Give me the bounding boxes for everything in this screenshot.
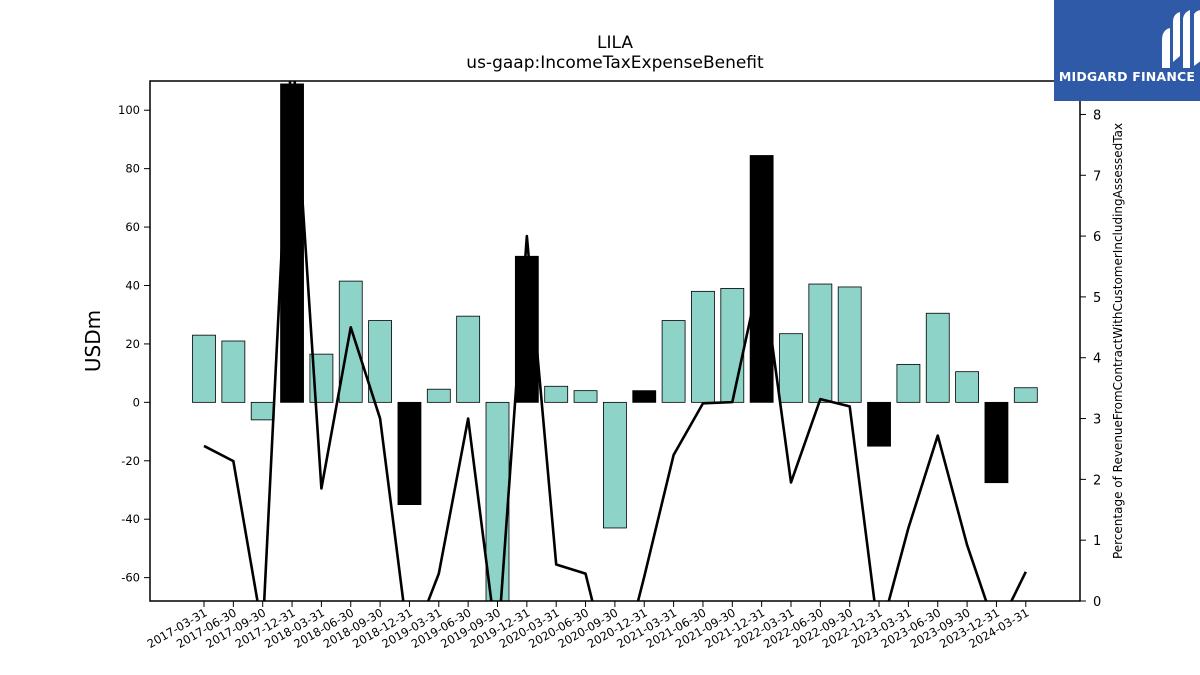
bar [925,312,950,403]
bar [573,390,598,403]
bars-group [192,83,1038,601]
midgard-logo-icon [1162,10,1200,68]
bar [603,401,627,529]
logo-text: MIDGARD FINANCE [1058,69,1196,84]
bar [749,155,774,403]
bar [632,390,657,403]
y-tick-label: 20 [125,337,140,351]
bar [221,340,246,403]
y-tick-label: 80 [125,162,140,176]
bar [397,401,422,505]
chart-subtitle: us-gaap:IncomeTaxExpenseBenefit [466,53,764,73]
bar [661,320,686,403]
y2-tick-label: 5 [1093,291,1101,306]
bar [544,385,569,403]
bar [691,290,715,403]
bar [192,334,216,403]
y2-tick-label: 7 [1093,169,1101,184]
bar [338,280,363,403]
midgard-finance-logo: MIDGARD FINANCE [1054,0,1200,101]
bar [250,401,275,421]
y-axis-label: USDm [81,310,105,372]
y2-tick-label: 8 [1093,108,1101,123]
bar [280,83,304,403]
y-tick-label: -20 [121,454,140,468]
y-axis-right: 0 1 2 3 4 5 6 7 8 [1080,108,1101,610]
y2-tick-label: 3 [1093,413,1101,428]
y2-tick-label: 2 [1093,473,1101,488]
y-tick-label: -60 [121,571,140,585]
y-axis-left: -60 -40 -20 0 20 40 60 80 100 [118,103,150,585]
bar [779,333,803,403]
bar [896,363,921,403]
plot-clip-group [192,81,1038,601]
y-tick-label: 100 [118,103,140,117]
y-tick-label: 60 [125,220,140,234]
y-tick-label: -40 [121,512,140,526]
bar [456,315,481,403]
y2-tick-label: 6 [1093,230,1101,245]
bar [1013,387,1038,403]
bar [720,288,745,403]
bar [837,286,862,403]
y2-axis-label: Percentage of RevenueFromContractWithCus… [1111,123,1125,559]
bar [426,388,451,403]
bar [955,371,979,403]
bar [808,283,833,403]
y2-tick-label: 1 [1093,534,1101,549]
chart-title: LILA [597,33,633,53]
bar [984,401,1009,484]
y-tick-label: 40 [125,278,140,292]
y2-tick-label: 0 [1093,595,1101,610]
y2-tick-label: 4 [1093,352,1101,367]
bar [368,320,393,403]
x-axis: 2017-03-312017-06-302017-09-302017-12-31… [145,601,1031,651]
y-tick-label: 0 [133,395,140,409]
bar [867,401,891,447]
